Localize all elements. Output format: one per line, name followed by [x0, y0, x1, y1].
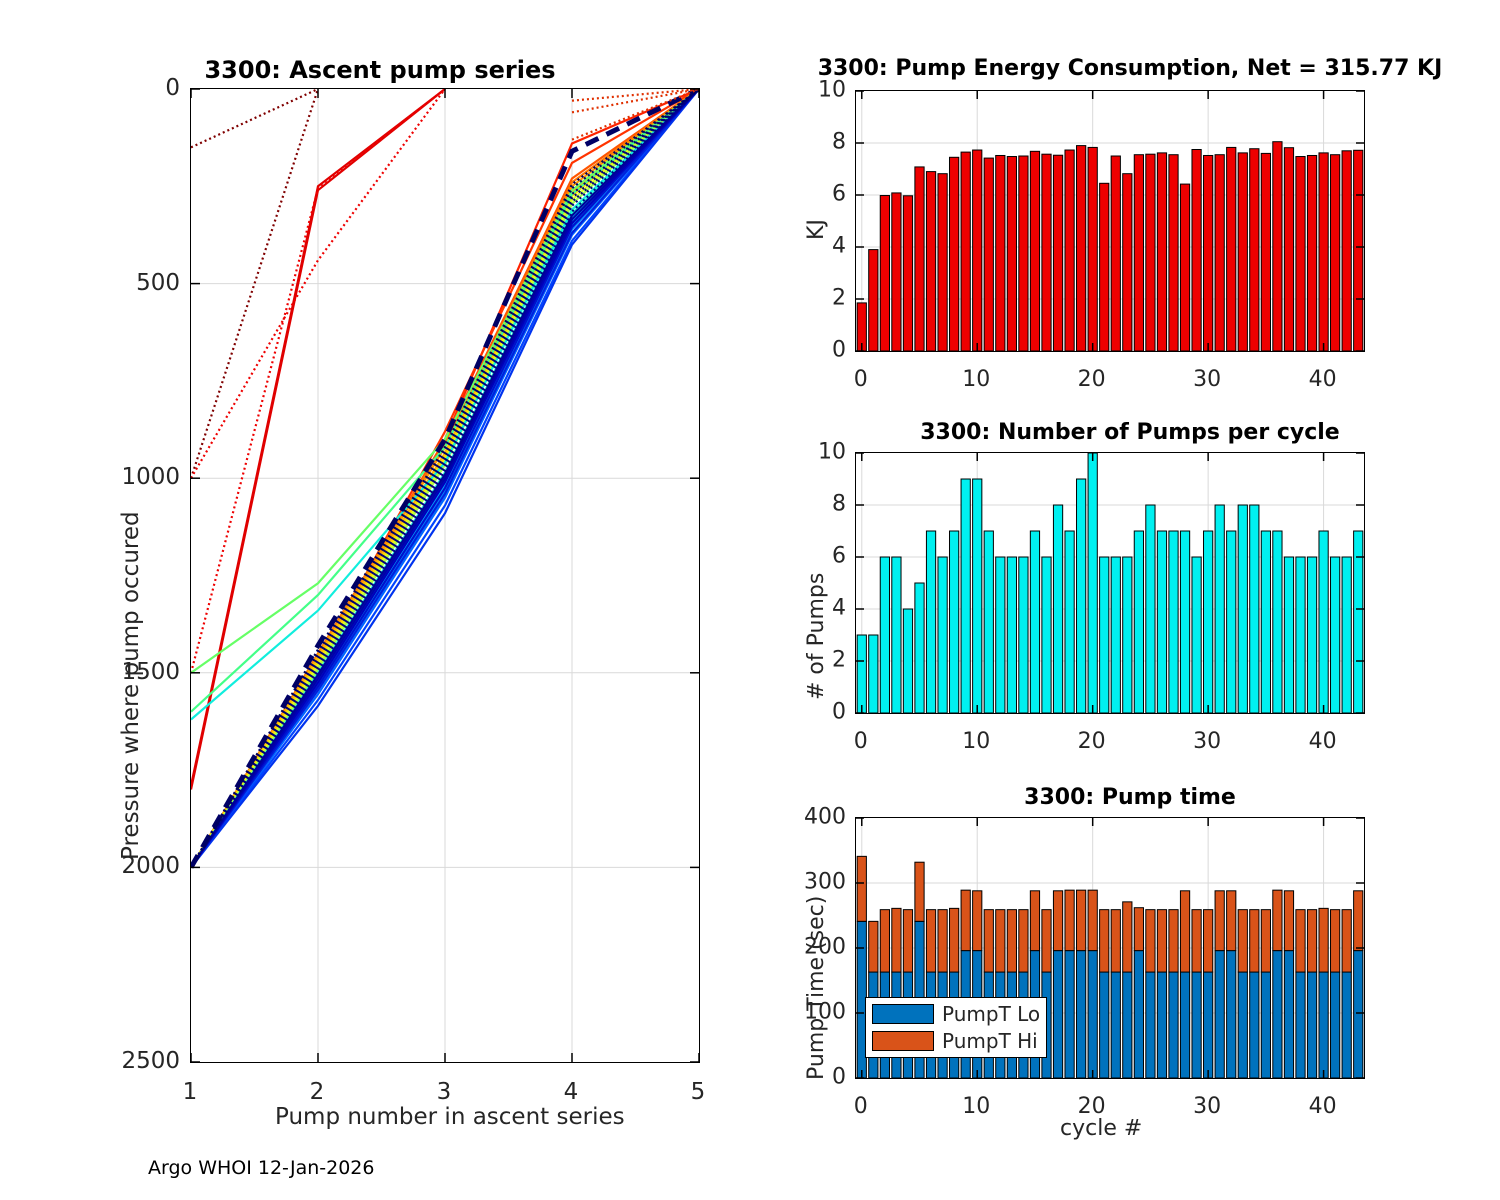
energy-axes-x-tick-40: 40: [1308, 367, 1337, 392]
ascent-y-tick-2000: 2000: [121, 853, 180, 880]
time-axes-x-tick-20: 20: [1077, 1094, 1106, 1119]
panel-number-of-pumps: 3300: Number of Pumps per cycle # of Pum…: [760, 400, 1500, 780]
legend-label-pumpt-hi: PumpT Hi: [942, 1029, 1038, 1053]
number-of-pumps-axes: [855, 452, 1365, 714]
pump-time-legend: PumpT Lo PumpT Hi: [865, 997, 1048, 1058]
ascent-x-tick-1: 1: [182, 1079, 198, 1105]
legend-label-pumpt-lo: PumpT Lo: [942, 1002, 1041, 1026]
legend-swatch-pumpt-lo: [872, 1004, 934, 1024]
time-axes-y-tick-300: 300: [804, 869, 846, 895]
pumps-axes-x-tick-40: 40: [1308, 729, 1337, 754]
pumps-axes-y-tick-2: 2: [832, 647, 846, 673]
pumps-axes-y-tick-8: 8: [832, 491, 846, 517]
pumps-axes-x-tick-10: 10: [962, 729, 991, 754]
number-of-pumps-y-axis-label: # of Pumps: [804, 572, 829, 700]
ascent-y-tick-2500: 2500: [121, 1048, 180, 1074]
time-axes-x-tick-30: 30: [1193, 1094, 1222, 1119]
energy-axes-y-tick-4: 4: [832, 233, 846, 259]
pumps-axes-y-tick-4: 4: [832, 595, 846, 621]
pumps-axes-x-tick-20: 20: [1077, 729, 1106, 754]
time-axes-y-tick-0: 0: [832, 1064, 846, 1090]
energy-axes-y-tick-8: 8: [832, 129, 846, 155]
ascent-pump-series-axes: [190, 88, 700, 1063]
ascent-x-tick-3: 3: [436, 1079, 452, 1105]
energy-axes-y-tick-2: 2: [832, 285, 846, 311]
energy-axes-y-tick-6: 6: [832, 181, 846, 207]
panel-pump-time: 3300: Pump time Pump Time (sec) cycle # …: [760, 780, 1500, 1180]
time-axes-x-tick-40: 40: [1308, 1094, 1337, 1119]
time-axes-y-tick-100: 100: [804, 999, 846, 1025]
number-of-pumps-title: 3300: Number of Pumps per cycle: [920, 420, 1340, 445]
energy-axes-x-tick-30: 30: [1193, 367, 1222, 392]
figure-footer: Argo WHOI 12-Jan-2026: [148, 1157, 375, 1179]
pump-time-title: 3300: Pump time: [1024, 785, 1236, 810]
ascent-y-axis-label: Pressure where pump occured: [118, 511, 144, 860]
ascent-pump-series-title: 3300: Ascent pump series: [204, 56, 556, 84]
pumps-axes-x-tick-30: 30: [1193, 729, 1222, 754]
ascent-y-tick-500: 500: [136, 269, 180, 296]
pump-energy-title: 3300: Pump Energy Consumption, Net = 315…: [817, 56, 1443, 81]
pump-time-x-axis-label: cycle #: [1060, 1116, 1143, 1141]
legend-item-pumpt-hi: PumpT Hi: [872, 1029, 1040, 1053]
pump-time-y-axis-label: Pump Time (sec): [804, 895, 829, 1080]
panel-pump-energy-consumption: 3300: Pump Energy Consumption, Net = 315…: [760, 0, 1500, 400]
panel-ascent-pump-series: 3300: Ascent pump series Pressure where …: [0, 0, 760, 1150]
energy-axes-x-tick-20: 20: [1077, 367, 1106, 392]
ascent-y-tick-0: 0: [165, 75, 180, 101]
legend-swatch-pumpt-hi: [872, 1031, 934, 1051]
pumps-axes-y-tick-0: 0: [832, 699, 846, 725]
energy-axes-x-tick-0: 0: [853, 367, 868, 392]
ascent-x-axis-label: Pump number in ascent series: [275, 1104, 625, 1130]
pumps-axes-x-tick-0: 0: [853, 729, 868, 754]
time-axes-y-tick-400: 400: [804, 804, 846, 830]
ascent-x-tick-2: 2: [309, 1079, 325, 1105]
energy-axes-x-tick-10: 10: [962, 367, 991, 392]
time-axes-x-tick-0: 0: [853, 1094, 868, 1119]
pumps-axes-y-tick-6: 6: [832, 543, 846, 569]
time-axes-y-tick-200: 200: [804, 934, 846, 960]
ascent-x-tick-5: 5: [690, 1079, 706, 1105]
energy-axes-y-tick-10: 10: [818, 77, 846, 103]
pump-energy-y-axis-label: KJ: [804, 219, 829, 240]
pumps-axes-y-tick-10: 10: [818, 439, 846, 465]
ascent-y-tick-1000: 1000: [121, 464, 180, 491]
energy-axes-y-tick-0: 0: [832, 337, 846, 363]
legend-item-pumpt-lo: PumpT Lo: [872, 1002, 1040, 1026]
ascent-y-tick-1500: 1500: [121, 658, 180, 685]
time-axes-x-tick-10: 10: [962, 1094, 991, 1119]
pump-energy-axes: [855, 90, 1365, 352]
ascent-x-tick-4: 4: [563, 1079, 579, 1105]
